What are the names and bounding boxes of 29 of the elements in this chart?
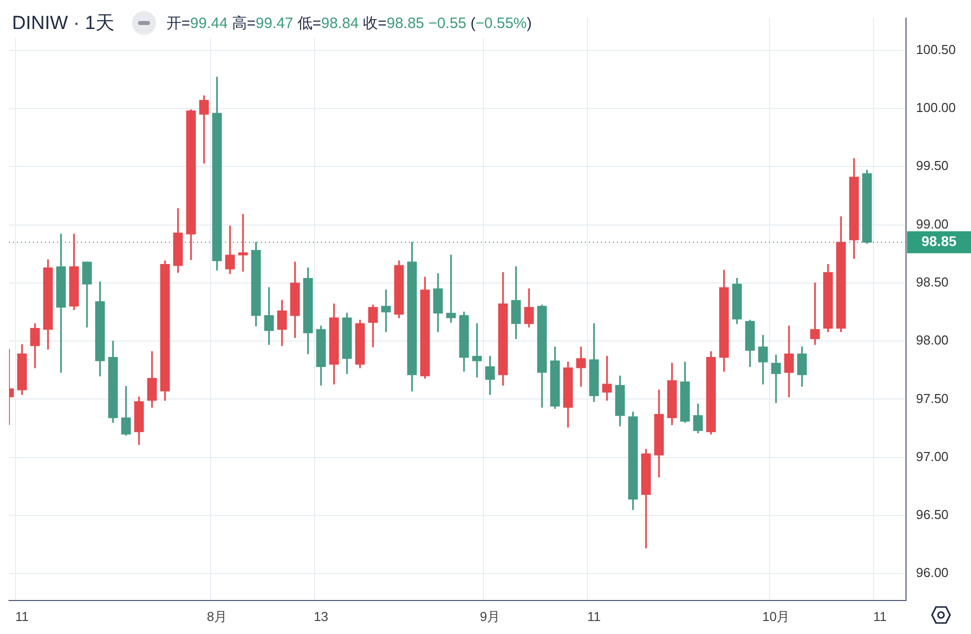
y-tick-label: 99.00 <box>916 216 949 232</box>
candlestick <box>602 356 612 401</box>
y-tick-label: 96.50 <box>916 507 949 522</box>
y-tick-label: 100.00 <box>916 100 956 116</box>
x-tick-label: 9月 <box>480 608 500 624</box>
candlestick <box>446 254 456 323</box>
x-tick-label: 11 <box>587 608 601 624</box>
x-tick-label: 11 <box>15 608 29 624</box>
x-tick-label: 13 <box>314 608 328 624</box>
text: 开=99.44 高=99.47 低=98.84 收=98.85 −0.55 (−0.55%) <box>166 14 532 32</box>
y-tick-label: 100.50 <box>916 42 956 57</box>
candlestick <box>472 323 482 378</box>
candlestick <box>381 290 391 332</box>
y-tick-label: 96.00 <box>916 565 949 580</box>
x-tick-label: 10月 <box>762 608 790 624</box>
candlestick <box>199 95 209 164</box>
y-tick-label: 98.50 <box>916 274 949 290</box>
candlestick <box>576 346 586 387</box>
candlestick <box>810 282 820 345</box>
candlestick <box>238 214 248 272</box>
x-tick-label: 8月 <box>206 608 228 624</box>
y-tick-label: 97.50 <box>916 390 949 406</box>
y-tick-label: 97.00 <box>916 448 949 464</box>
ref-line-label: 98.85 <box>921 233 957 250</box>
x-tick-label: 11 <box>873 608 887 624</box>
y-tick-label: 99.50 <box>916 158 949 174</box>
chart-title: DINIW · 1天 <box>12 12 114 36</box>
candlestick <box>771 354 781 404</box>
y-tick-label: 98.00 <box>916 332 949 348</box>
